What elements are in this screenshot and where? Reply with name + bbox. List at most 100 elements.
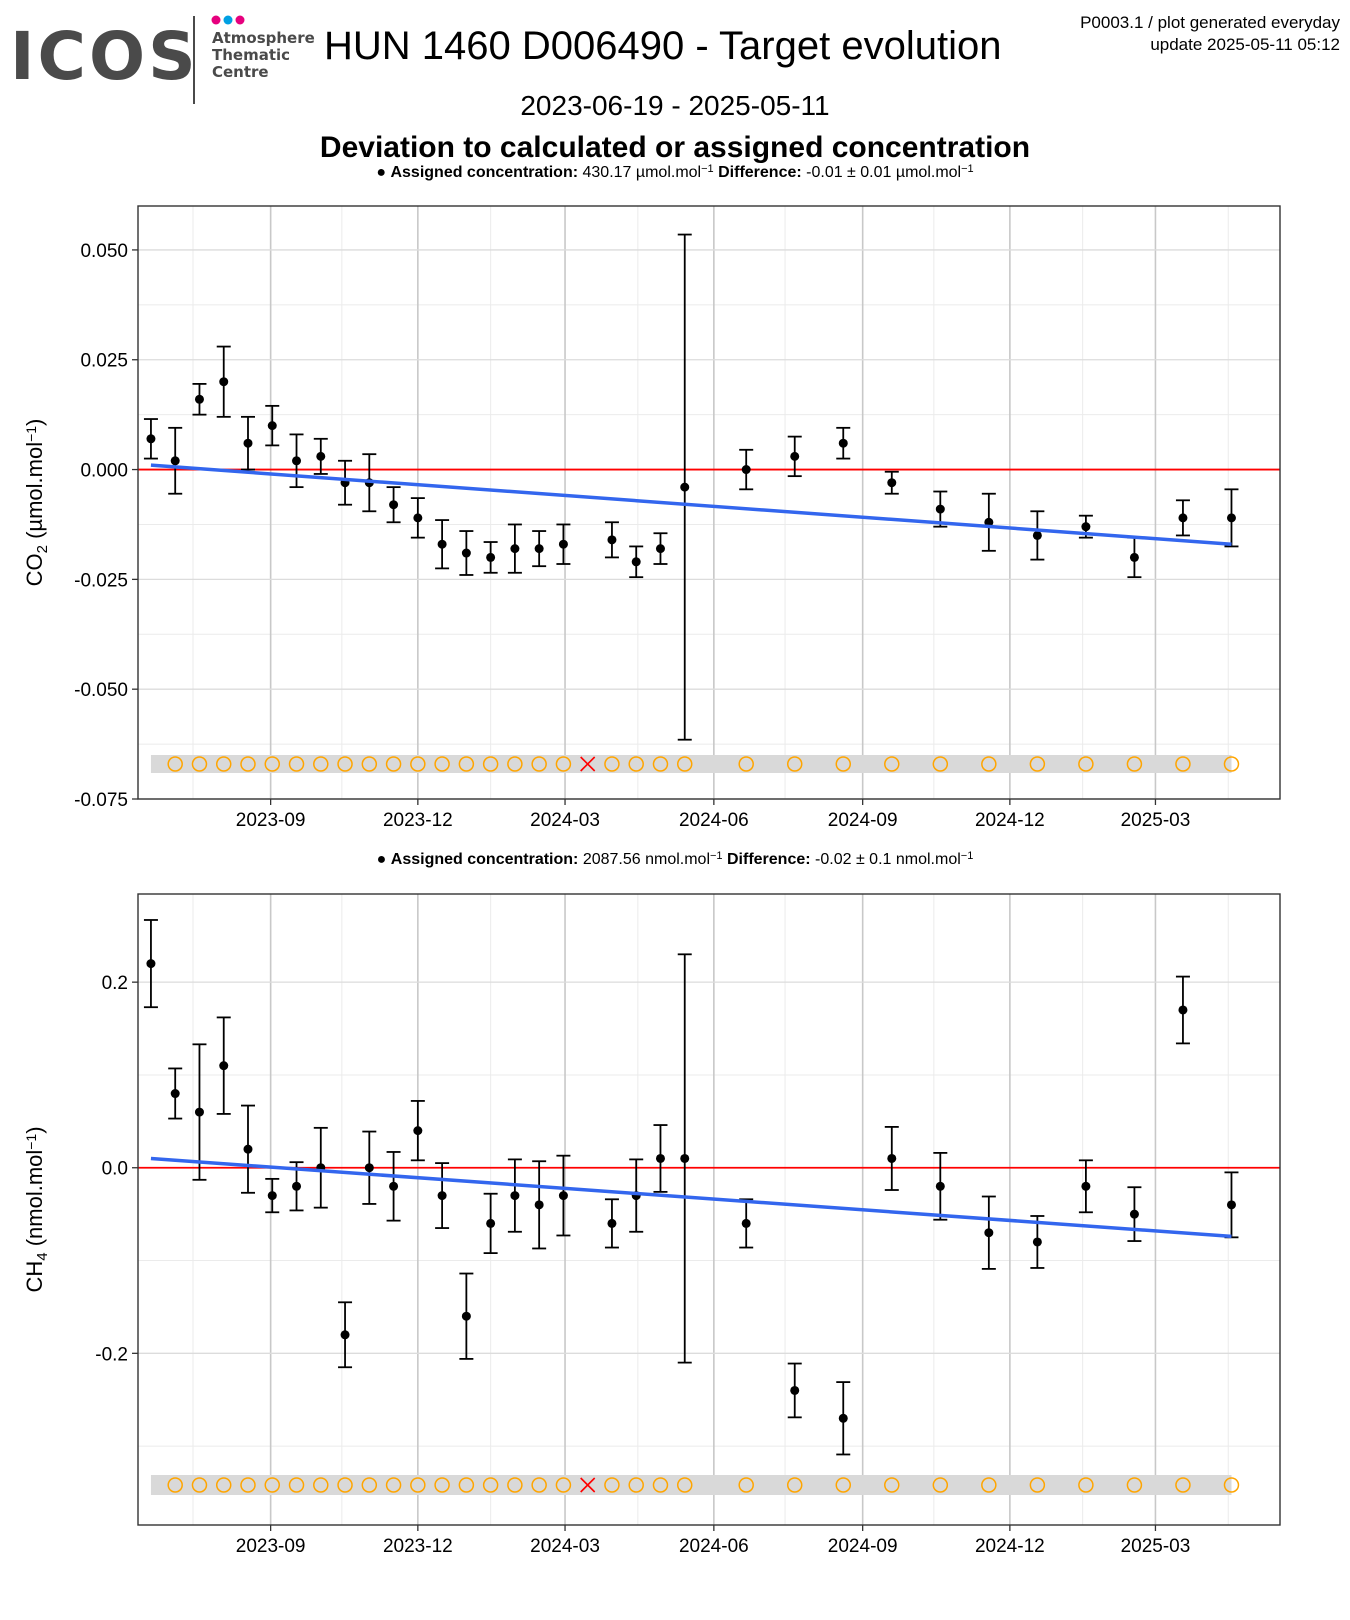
data-point [1081, 1181, 1091, 1191]
flag-ok-marker [676, 1477, 693, 1493]
flag-ok-marker [786, 1477, 803, 1493]
flag-ok-marker [884, 756, 900, 772]
logo-line: Thematic [212, 46, 291, 64]
data-point [340, 1330, 350, 1340]
flag-ok-marker [1078, 1477, 1094, 1493]
y-axis-label-part: −1 [23, 426, 39, 442]
data-point [1081, 522, 1091, 532]
data-point [984, 1228, 994, 1238]
legend-part: -0.01 ± 0.01 µmol.mol [806, 164, 961, 181]
flag-ok-marker [932, 1477, 949, 1493]
data-point [935, 504, 945, 514]
flag-ok-marker [1223, 756, 1240, 772]
y-tick-label: 0.000 [80, 461, 128, 482]
legend-part: Difference: [718, 164, 806, 181]
flag-ok-marker [628, 756, 644, 772]
flag-ok-marker [884, 1477, 900, 1493]
legend-part: −1 [961, 163, 974, 175]
chart-panel-ch4: 0.2 0.0 -0.2 2023-09 2023-12 2024-03 2024-06 20… [22, 850, 1281, 1557]
flag-ok-marker [932, 756, 949, 772]
logo-dots-icon [211, 15, 245, 25]
data-point [486, 552, 496, 562]
chart-panel-co2: 0.050 0.025 0.000 -0.025 -0.050 -0.075 2023-09… [22, 163, 1281, 831]
update-timestamp: update 2025-05-11 05:12 [1150, 35, 1340, 54]
legend: ● Assigned concentration: 2087.56 nmol.m… [377, 850, 974, 868]
flag-ok-marker [835, 1477, 852, 1493]
chart-subtitle: Deviation to calculated or assigned conc… [319, 131, 1031, 164]
y-axis-label-part: 4 [34, 1252, 51, 1260]
data-point [389, 500, 399, 510]
data-point [510, 544, 520, 554]
plot-border [137, 893, 1281, 1526]
legend-part: ● [377, 851, 391, 868]
data-point [1032, 1237, 1042, 1247]
flag-ok-marker [191, 756, 208, 772]
data-point [790, 451, 800, 461]
y-axis-label-part: (µmol.mol [22, 442, 47, 545]
data-point [461, 548, 471, 558]
x-tick-label: 2024-09 [828, 1536, 898, 1557]
flag-ok-marker [1078, 756, 1094, 772]
x-tick-label: 2024-09 [828, 810, 898, 831]
flag-ok-marker [652, 756, 669, 772]
flag-ok-marker [385, 756, 402, 772]
data-point [1226, 513, 1236, 523]
x-tick-label: 2025-03 [1121, 810, 1191, 831]
data-point [170, 456, 180, 466]
flag-rejected-marker [580, 1477, 596, 1493]
flag-ok-marker [434, 1477, 450, 1493]
flag-ok-marker [167, 1477, 183, 1493]
legend-part: −1 [701, 163, 714, 175]
flag-ok-marker [555, 756, 572, 772]
plot-area [138, 894, 1280, 1525]
flag-ok-marker [507, 1477, 523, 1493]
data-point [790, 1385, 800, 1395]
y-tick-label: 0.0 [102, 1159, 128, 1180]
data-point [838, 438, 848, 448]
data-point [194, 394, 204, 404]
flag-ok-marker [240, 756, 256, 772]
data-point [631, 557, 641, 567]
data-point [680, 1153, 690, 1163]
x-tick-label: 2024-12 [975, 810, 1045, 831]
flag-ok-marker [264, 1477, 281, 1493]
generation-info: P0003.1 / plot generated everyday update… [1080, 12, 1340, 56]
flag-ok-marker [604, 1477, 620, 1493]
flag-ok-marker [1175, 756, 1191, 772]
data-point [607, 1218, 617, 1228]
y-tick-label: 0.050 [80, 241, 128, 262]
x-tick-label: 2025-03 [1121, 1536, 1191, 1557]
x-tick-label: 2023-12 [383, 810, 453, 831]
flag-ok-marker [240, 1477, 256, 1493]
trend-line [150, 1156, 1232, 1239]
flag-ok-marker [1126, 756, 1143, 772]
logo-line: Atmosphere [212, 29, 315, 47]
legend-part: −1 [961, 850, 974, 862]
data-point [219, 1061, 229, 1071]
data-point [1226, 1200, 1236, 1210]
flag-ok-marker [604, 756, 620, 772]
flag-ok-marker [981, 1477, 997, 1493]
flag-ok-marker [361, 756, 378, 772]
data-point [1129, 1209, 1139, 1219]
data-point [1032, 530, 1042, 540]
data-point [935, 1181, 945, 1191]
data-point [1178, 1005, 1188, 1015]
plot-area [138, 206, 1280, 799]
y-tick-label: -0.075 [74, 790, 128, 811]
data-point [146, 959, 156, 969]
x-tick-label: 2023-09 [236, 810, 306, 831]
y-tick-label: -0.050 [74, 680, 128, 701]
y-axis-label-part: CH [22, 1261, 47, 1293]
flag-ok-marker [410, 1477, 426, 1493]
y-axis-label-part: ) [22, 419, 47, 426]
data-point [219, 377, 229, 387]
flag-ok-marker [385, 1477, 402, 1493]
flag-ok-marker [531, 1477, 547, 1493]
data-point [194, 1107, 204, 1117]
logo-divider [193, 16, 195, 104]
data-point [267, 421, 277, 431]
flag-ok-marker [434, 756, 450, 772]
data-point [243, 438, 253, 448]
